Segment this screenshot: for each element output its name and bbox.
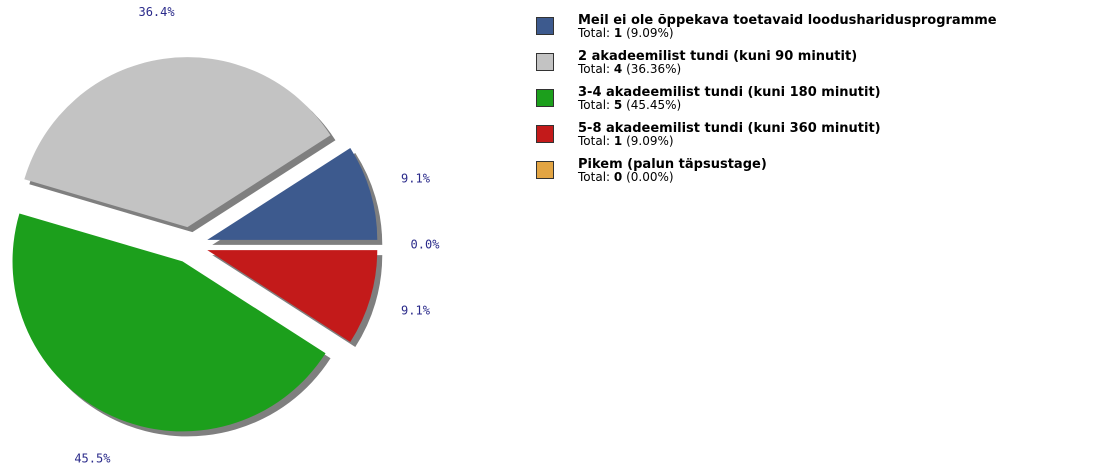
- total-percent: (45.45%): [626, 98, 682, 112]
- slice-label: 36.4%: [138, 5, 175, 19]
- total-count: 1: [613, 26, 623, 40]
- total-label: Total:: [578, 98, 611, 112]
- total-count: 5: [613, 98, 623, 112]
- legend: Meil ei ole õppekava toetavaid loodushar…: [536, 14, 1088, 194]
- slice: [24, 57, 331, 228]
- slice: [12, 213, 326, 432]
- total-percent: (0.00%): [626, 170, 674, 184]
- legend-item: 2 akadeemilist tundi (kuni 90 minutit) To…: [536, 50, 1088, 76]
- legend-swatch: [536, 53, 554, 71]
- slice: [207, 148, 378, 240]
- legend-item: 3-4 akadeemilist tundi (kuni 180 minutit…: [536, 86, 1088, 112]
- legend-item: Meil ei ole õppekava toetavaid loodushar…: [536, 14, 1088, 40]
- legend-swatch: [536, 161, 554, 179]
- legend-name: 3-4 akadeemilist tundi (kuni 180 minutit…: [578, 85, 881, 100]
- slice-label: 9.1%: [401, 171, 431, 185]
- legend-swatch: [536, 89, 554, 107]
- legend-name: Meil ei ole õppekava toetavaid loodushar…: [578, 13, 997, 28]
- legend-name: Pikem (palun täpsustage): [578, 157, 767, 172]
- slice-label: 45.5%: [74, 451, 111, 465]
- slice-label: 9.1%: [401, 304, 431, 318]
- legend-item: 5-8 akadeemilist tundi (kuni 360 minutit…: [536, 122, 1088, 148]
- legend-swatch: [536, 17, 554, 35]
- total-label: Total:: [578, 26, 611, 40]
- slice-label: 0.0%: [411, 238, 441, 252]
- total-label: Total:: [578, 170, 611, 184]
- total-count: 0: [613, 170, 623, 184]
- slice: [207, 250, 378, 342]
- legend-name: 2 akadeemilist tundi (kuni 90 minutit): [578, 49, 858, 64]
- legend-item: Pikem (palun täpsustage) Total: 0 (0.00%): [536, 158, 1088, 184]
- chart: 9.1% 36.4% 45.5% 9.1% 0.0%: [12, 5, 441, 465]
- total-percent: (36.36%): [626, 62, 682, 76]
- legend-name: 5-8 akadeemilist tundi (kuni 360 minutit…: [578, 121, 881, 136]
- total-count: 1: [613, 134, 623, 148]
- total-label: Total:: [578, 62, 611, 76]
- total-count: 4: [613, 62, 623, 76]
- legend-swatch: [536, 125, 554, 143]
- total-percent: (9.09%): [626, 26, 674, 40]
- total-label: Total:: [578, 134, 611, 148]
- total-percent: (9.09%): [626, 134, 674, 148]
